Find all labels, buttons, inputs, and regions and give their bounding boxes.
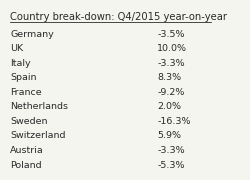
Text: Italy: Italy bbox=[10, 59, 31, 68]
Text: -3.5%: -3.5% bbox=[157, 30, 184, 39]
Text: France: France bbox=[10, 88, 42, 97]
Text: Switzerland: Switzerland bbox=[10, 131, 66, 140]
Text: 5.9%: 5.9% bbox=[157, 131, 181, 140]
Text: -16.3%: -16.3% bbox=[157, 117, 190, 126]
Text: 2.0%: 2.0% bbox=[157, 102, 181, 111]
Text: UK: UK bbox=[10, 44, 23, 53]
Text: -5.3%: -5.3% bbox=[157, 161, 184, 170]
Text: 8.3%: 8.3% bbox=[157, 73, 181, 82]
Text: Austria: Austria bbox=[10, 146, 44, 155]
Text: Germany: Germany bbox=[10, 30, 54, 39]
Text: Spain: Spain bbox=[10, 73, 36, 82]
Text: 10.0%: 10.0% bbox=[157, 44, 187, 53]
Text: Netherlands: Netherlands bbox=[10, 102, 68, 111]
Text: Country break-down: Q4/2015 year-on-year: Country break-down: Q4/2015 year-on-year bbox=[10, 12, 227, 22]
Text: -3.3%: -3.3% bbox=[157, 59, 185, 68]
Text: Sweden: Sweden bbox=[10, 117, 48, 126]
Text: Poland: Poland bbox=[10, 161, 42, 170]
Text: -3.3%: -3.3% bbox=[157, 146, 185, 155]
Text: -9.2%: -9.2% bbox=[157, 88, 184, 97]
